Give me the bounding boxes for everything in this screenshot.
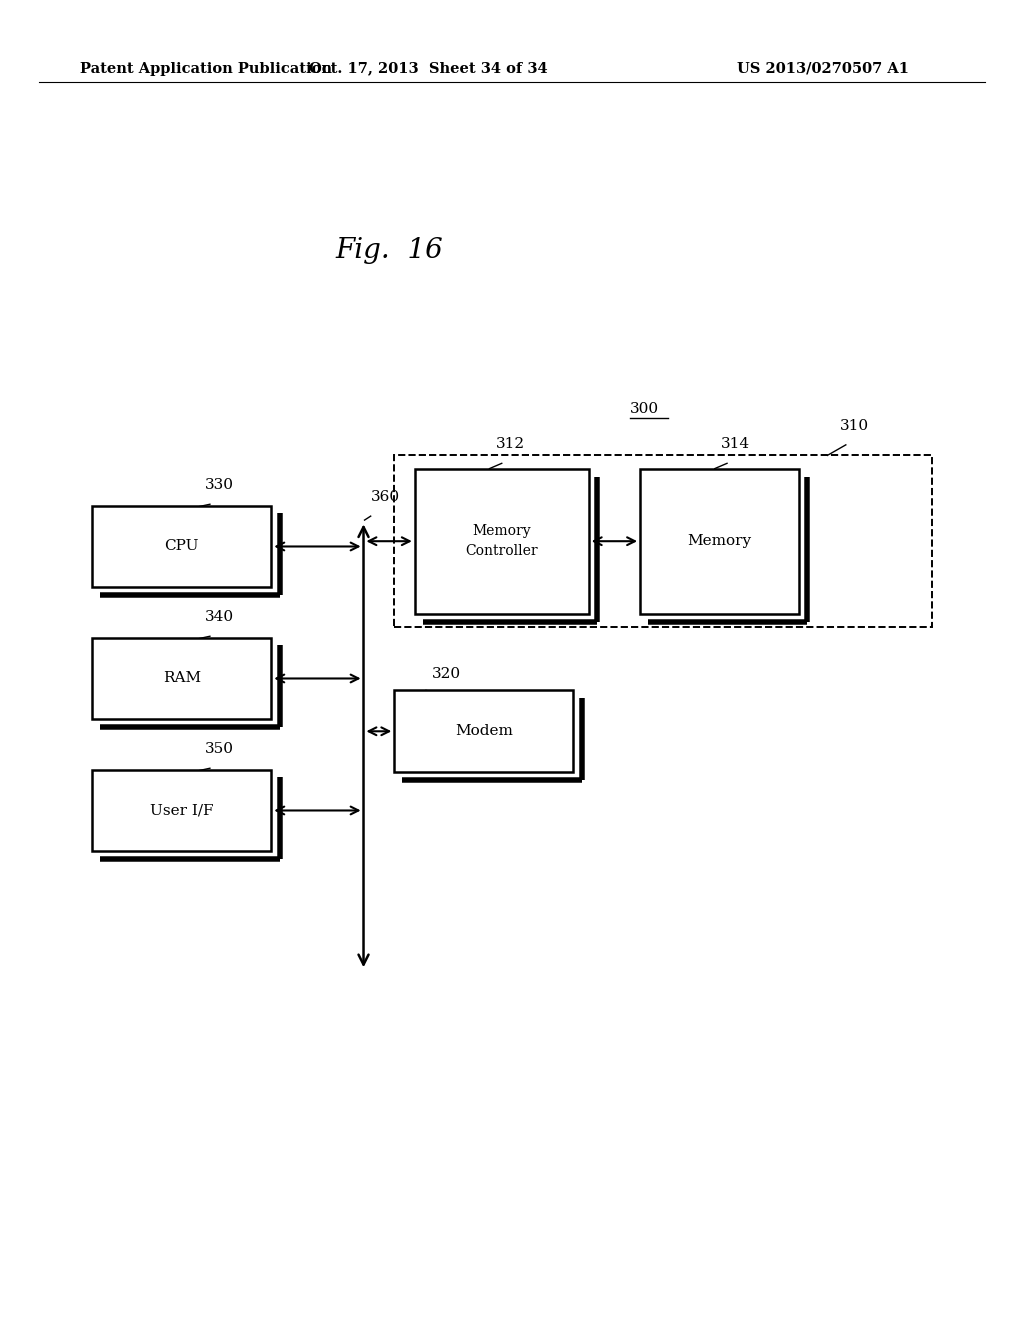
Bar (640, 469, 799, 614)
Text: 330: 330 (205, 478, 233, 492)
Text: US 2013/0270507 A1: US 2013/0270507 A1 (737, 62, 909, 75)
Bar (394, 690, 573, 772)
Text: 350: 350 (205, 742, 233, 756)
Text: Fig.  16: Fig. 16 (335, 238, 443, 264)
Bar (394, 455, 932, 627)
Text: Oct. 17, 2013  Sheet 34 of 34: Oct. 17, 2013 Sheet 34 of 34 (308, 62, 548, 75)
Text: Modem: Modem (455, 725, 513, 738)
Text: 312: 312 (496, 437, 524, 451)
Text: 340: 340 (205, 610, 233, 624)
Text: RAM: RAM (163, 672, 201, 685)
Bar (415, 469, 589, 614)
Text: 300: 300 (630, 401, 658, 416)
Text: 314: 314 (721, 437, 750, 451)
Text: Patent Application Publication: Patent Application Publication (80, 62, 332, 75)
Text: Memory
Controller: Memory Controller (466, 524, 538, 558)
Text: User I/F: User I/F (150, 804, 214, 817)
Bar (92, 506, 271, 587)
Text: 320: 320 (432, 667, 461, 681)
Text: CPU: CPU (165, 540, 199, 553)
Bar (92, 770, 271, 851)
Bar (92, 638, 271, 719)
Text: Memory: Memory (687, 535, 752, 548)
Text: 310: 310 (840, 418, 868, 433)
Text: 360: 360 (371, 490, 399, 504)
